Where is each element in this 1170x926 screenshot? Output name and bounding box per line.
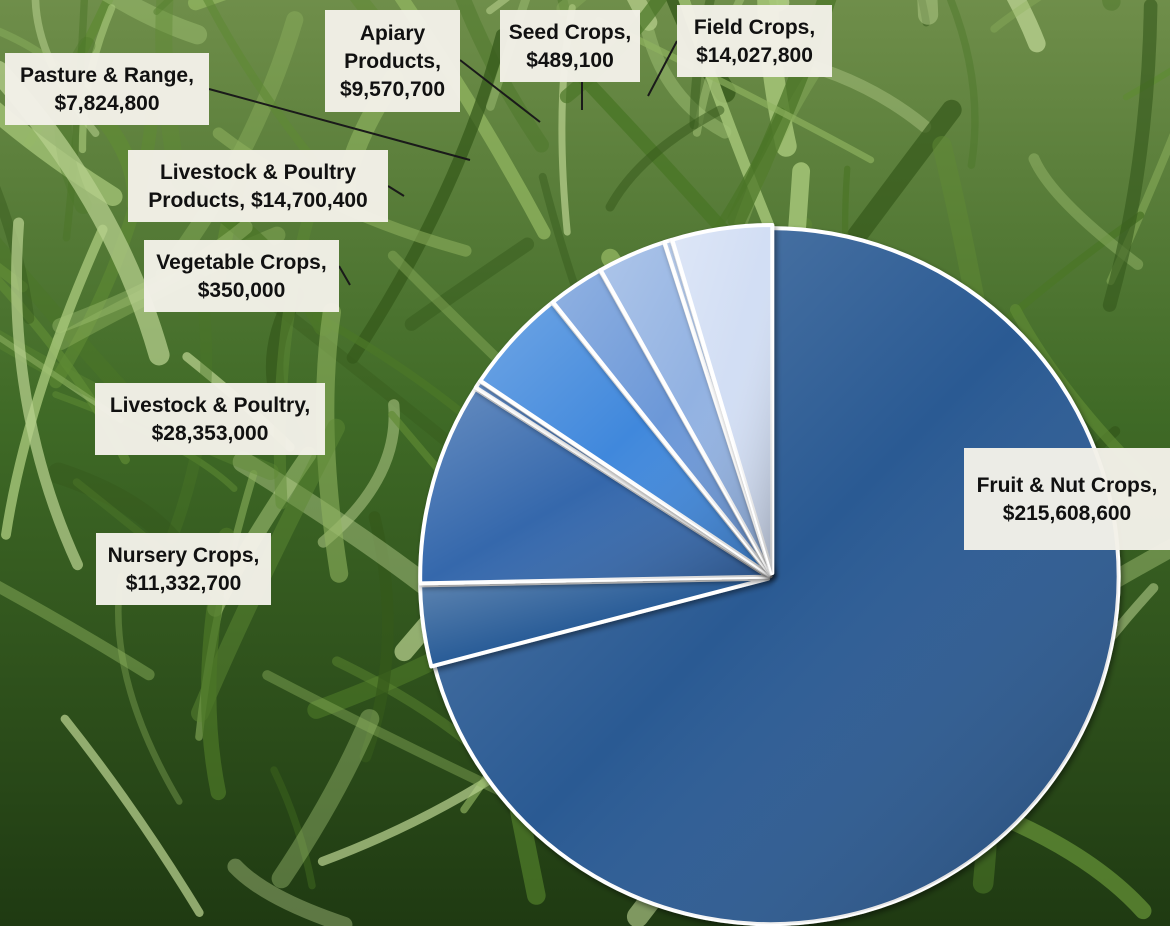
slice-label-text: Apiary bbox=[360, 22, 426, 45]
slice-label-text: $7,824,800 bbox=[54, 92, 159, 115]
leaf-shape bbox=[1122, 67, 1170, 101]
leaf-shape bbox=[0, 334, 124, 423]
label-box bbox=[500, 10, 640, 82]
slice-label: Livestock & Poultry, $28,353,000 bbox=[95, 383, 325, 455]
leaf-shape bbox=[485, 0, 531, 111]
leaf-shape bbox=[0, 185, 35, 324]
label-box bbox=[128, 150, 388, 222]
leaf-shape bbox=[1006, 0, 1046, 53]
leaf-shape bbox=[1102, 0, 1158, 312]
slice-label: Seed Crops, $489,100 bbox=[500, 10, 640, 82]
slice-label-text: $11,332,700 bbox=[126, 572, 242, 595]
slice-label-text: Products, $14,700,400 bbox=[148, 189, 367, 212]
leaf-shape bbox=[60, 714, 204, 917]
slice-label-text: Field Crops, bbox=[694, 16, 815, 39]
leaf-shape bbox=[270, 766, 316, 890]
label-box bbox=[5, 53, 209, 125]
leader-line bbox=[208, 88, 471, 161]
slice-label: Vegetable Crops, $350,000 bbox=[144, 240, 339, 312]
slice-label-text: $9,570,700 bbox=[340, 78, 445, 101]
leaf-shape bbox=[1, 224, 108, 540]
label-box bbox=[96, 533, 271, 605]
leaf-shape bbox=[394, 0, 551, 240]
slice-label: Nursery Crops, $11,332,700 bbox=[96, 533, 271, 605]
slice-label-text: Livestock & Poultry bbox=[160, 161, 356, 184]
leaf-shape bbox=[102, 0, 208, 45]
leaf-shape bbox=[946, 0, 979, 169]
leaf-shape bbox=[271, 709, 380, 889]
leaf-shape bbox=[316, 302, 349, 583]
slice-label: Field Crops, $14,027,800 bbox=[677, 5, 832, 77]
leaf-shape bbox=[155, 0, 183, 164]
label-box bbox=[677, 5, 832, 77]
leaf-shape bbox=[11, 217, 83, 571]
slice-labels: Fruit & Nut Crops, $215,608,600 Nursery Cr… bbox=[5, 5, 1170, 605]
leaf-shape bbox=[203, 0, 324, 172]
slice-label-text: Products, bbox=[344, 50, 441, 73]
leaf-shape bbox=[346, 28, 508, 364]
leaf-shape bbox=[359, 511, 394, 763]
slice-label: Apiary Products, $9,570,700 bbox=[325, 10, 460, 112]
slice-label-text: $28,353,000 bbox=[152, 422, 269, 445]
slice-label-text: Fruit & Nut Crops, bbox=[977, 474, 1158, 497]
label-box bbox=[95, 383, 325, 455]
label-box bbox=[325, 10, 460, 112]
leaf-shape bbox=[605, 105, 725, 212]
slice-label-text: $215,608,600 bbox=[1003, 502, 1131, 525]
leaf-shape bbox=[227, 858, 353, 926]
pie-slices bbox=[418, 223, 1121, 926]
slice-label-text: $489,100 bbox=[526, 49, 614, 72]
label-box bbox=[964, 448, 1170, 550]
slice-label: Fruit & Nut Crops, $215,608,600 bbox=[964, 448, 1170, 550]
slice-label: Livestock & Poultry Products, $14,700,400 bbox=[128, 150, 388, 222]
leader-line bbox=[338, 265, 351, 286]
leaf-shape bbox=[692, 0, 745, 137]
leaf-shape bbox=[455, 0, 549, 153]
leader-line bbox=[459, 59, 541, 123]
slice-label-text: $350,000 bbox=[198, 279, 286, 302]
slice-label-text: Nursery Crops, bbox=[108, 544, 260, 567]
leaf-shape bbox=[0, 580, 155, 681]
slice-label: Pasture & Range, $7,824,800 bbox=[5, 53, 209, 125]
slice-label-text: Pasture & Range, bbox=[20, 64, 194, 87]
leader-lines bbox=[208, 40, 678, 286]
slice-label-text: Vegetable Crops, bbox=[156, 251, 326, 274]
slice-label-text: Seed Crops, bbox=[509, 21, 632, 44]
leader-line bbox=[387, 185, 405, 197]
leader-line bbox=[647, 40, 678, 97]
label-box bbox=[144, 240, 339, 312]
slice-label-text: Livestock & Poultry, bbox=[110, 394, 310, 417]
slice-label-text: $14,027,800 bbox=[696, 44, 813, 67]
leaf-shape bbox=[990, 0, 1042, 33]
